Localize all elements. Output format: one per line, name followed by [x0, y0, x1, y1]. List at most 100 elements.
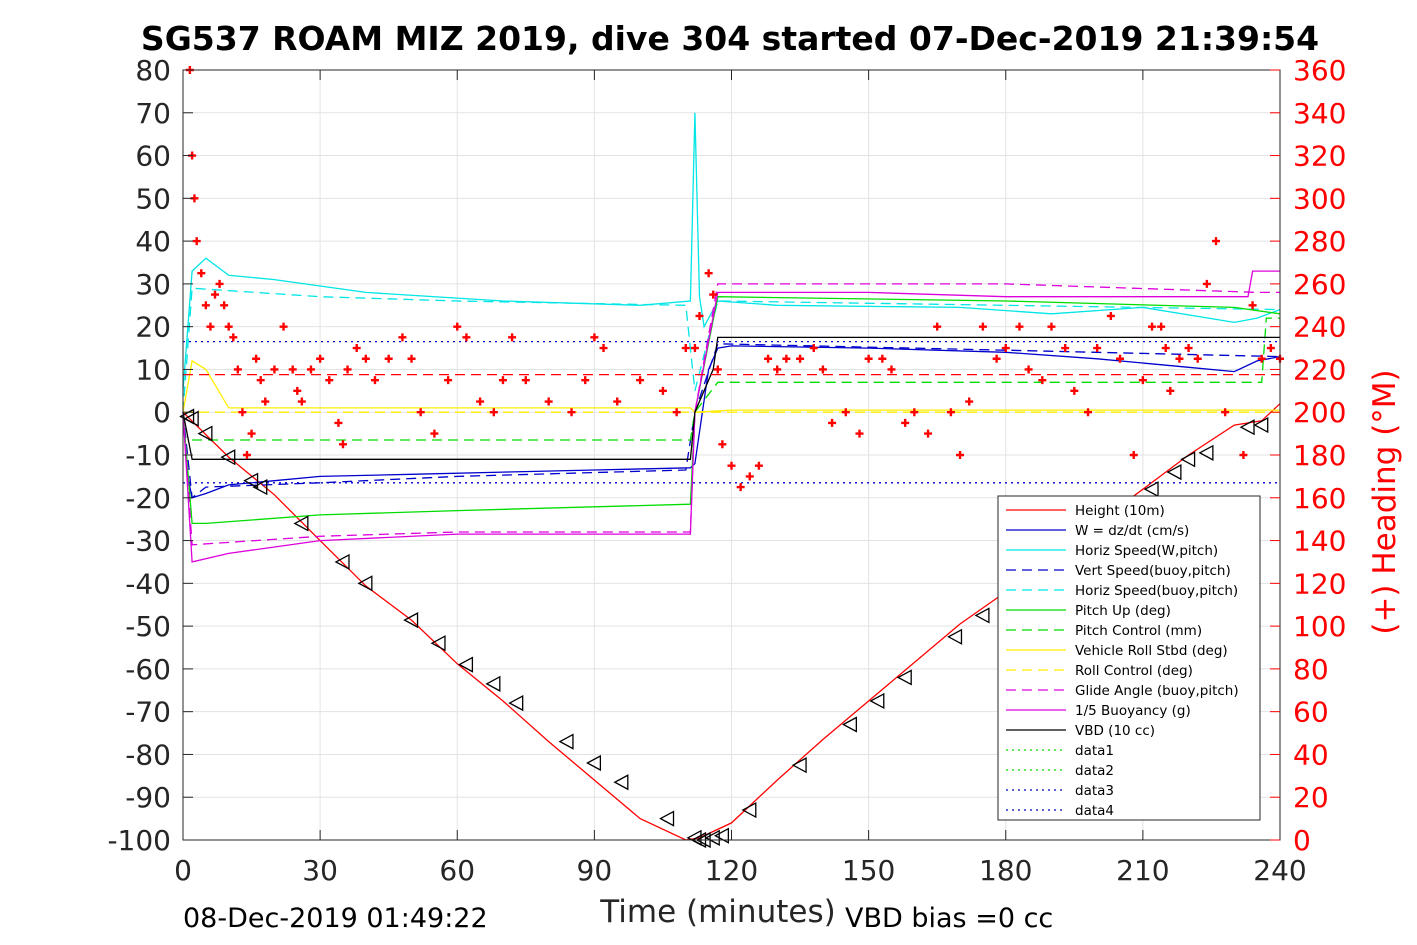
heading-point [316, 354, 325, 363]
heading-point [306, 365, 315, 374]
heading-point [1070, 386, 1079, 395]
heading-point [279, 322, 288, 331]
depth-marker [896, 669, 912, 686]
y-tick-label: -60 [125, 653, 171, 686]
ticks [182, 69, 1281, 841]
x-tick-label: 60 [439, 854, 475, 887]
heading-point [841, 408, 850, 417]
y-tick-label: 30 [135, 268, 171, 301]
heading-point [544, 397, 553, 406]
depth-marker [197, 425, 213, 442]
heading-point [1184, 344, 1193, 353]
depth-marker [1180, 451, 1196, 468]
legend: Height (10m) W = dz/dt (cm/s) Horiz Speed(… [997, 495, 1261, 821]
heading-layer [185, 66, 1284, 588]
heading-point [247, 429, 256, 438]
heading-point [1202, 279, 1211, 288]
heading-point [370, 376, 379, 385]
depth-marker [357, 575, 373, 592]
heading-point [581, 376, 590, 385]
y2-tick-label: 160 [1293, 482, 1346, 515]
heading-point [252, 354, 261, 363]
series-line-3 [182, 112, 1281, 391]
x-axis-label: Time (minutes) [599, 894, 835, 930]
depth-marker [1198, 444, 1214, 461]
chart-title: SG537 ROAM MIZ 2019, dive 304 started 07… [141, 19, 1319, 58]
depth-marker [334, 553, 350, 571]
heading-point [1129, 451, 1138, 459]
legend-label: VBD (10 cc) [1075, 723, 1155, 739]
footer-vbd-bias: VBD bias =0 cc [845, 903, 1053, 934]
heading-point [293, 386, 302, 395]
depth-marker [508, 695, 524, 712]
legend-label: Height (10m) [1075, 503, 1165, 519]
y-tick-label: -50 [125, 610, 171, 643]
left-axis-ticks: -100-90-80-70-60-50-40-30-20-10010203040… [107, 54, 171, 857]
heading-point [242, 451, 251, 459]
heading-point [636, 376, 645, 385]
heading-point [416, 408, 425, 417]
series-line-6 [182, 296, 1281, 525]
y2-tick-label: 180 [1293, 439, 1346, 472]
heading-point [1257, 354, 1266, 363]
y2-tick-label: 40 [1293, 738, 1329, 771]
legend-label: Pitch Control (mm) [1075, 623, 1202, 639]
depth-marker [252, 478, 268, 496]
y-tick-label: 50 [135, 182, 171, 215]
legend-label: data2 [1075, 763, 1114, 779]
y-tick-label: -30 [125, 525, 171, 558]
heading-point [1212, 237, 1221, 246]
heading-point [818, 365, 827, 374]
legend-label: data3 [1075, 783, 1114, 799]
heading-point [270, 365, 279, 374]
heading-point [338, 440, 347, 449]
heading-point [1024, 365, 1033, 374]
heading-point [1175, 354, 1184, 363]
series-line-4 [182, 343, 1281, 500]
heading-point [782, 354, 791, 363]
y2-tick-label: 60 [1293, 696, 1329, 729]
heading-point [672, 408, 681, 417]
x-tick-label: 30 [302, 854, 338, 887]
heading-point [1266, 344, 1275, 353]
y2-tick-label: 80 [1293, 653, 1329, 686]
depth-marker [183, 410, 199, 427]
heading-point [613, 397, 622, 406]
heading-point [704, 269, 713, 278]
heading-point [192, 237, 201, 246]
y2-tick-label: 360 [1293, 54, 1346, 87]
heading-point [361, 354, 370, 363]
depth-marker [713, 827, 730, 844]
heading-point [695, 311, 704, 320]
heading-point [599, 344, 608, 353]
y-tick-label: -100 [107, 824, 171, 857]
heading-point [343, 365, 352, 374]
heading-point [352, 344, 361, 353]
heading-point [210, 290, 219, 299]
heading-point [796, 354, 805, 363]
y2-tick-label: 120 [1293, 567, 1346, 600]
y-tick-label: -80 [125, 738, 171, 771]
heading-point [727, 461, 736, 470]
heading-point [1061, 344, 1070, 353]
heading-point [1038, 376, 1047, 385]
heading-point [910, 408, 919, 417]
heading-point [1148, 322, 1157, 331]
y-tick-label: -70 [125, 696, 171, 729]
legend-label: data1 [1075, 743, 1114, 759]
heading-point [521, 376, 530, 385]
depth-marker [974, 607, 990, 624]
heading-point [992, 354, 1001, 363]
depth-marker [947, 628, 963, 645]
y2-tick-label: 280 [1293, 225, 1346, 258]
heading-point [978, 322, 987, 331]
legend-label: Roll Control (deg) [1075, 663, 1193, 679]
heading-point [476, 397, 485, 406]
heading-point [1084, 408, 1093, 417]
legend-label: data4 [1075, 803, 1114, 819]
depth-marker [841, 716, 857, 733]
y-tick-label: -90 [125, 781, 171, 814]
heading-point [1161, 344, 1170, 353]
depth-marker [1253, 416, 1269, 434]
legend-label: Horiz Speed(W,pitch) [1075, 543, 1218, 559]
